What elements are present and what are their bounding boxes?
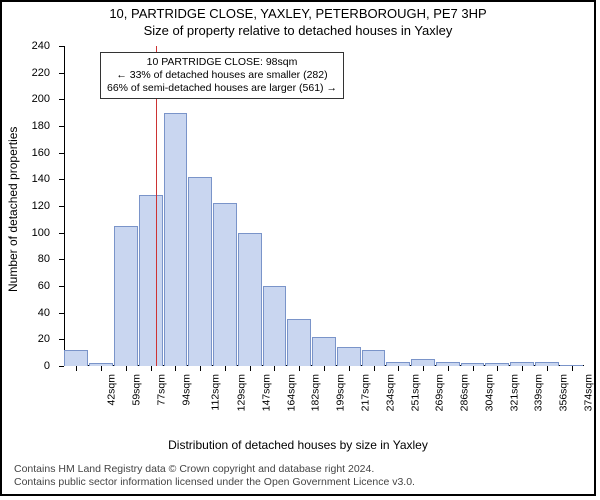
x-tick (225, 366, 226, 371)
x-tick-label: 217sqm (359, 374, 371, 411)
histogram-bar (164, 113, 188, 366)
annotation-line2: ← 33% of detached houses are smaller (28… (107, 69, 337, 82)
y-tick-label: 180 (32, 120, 50, 132)
x-tick-label: 286sqm (458, 374, 470, 411)
x-tick-label: 94sqm (180, 374, 192, 406)
x-tick (349, 366, 350, 371)
y-tick (59, 126, 64, 127)
chart-title-sub: Size of property relative to detached ho… (2, 23, 594, 38)
y-axis-line (64, 46, 65, 366)
y-tick (59, 366, 64, 367)
attribution-line1: Contains HM Land Registry data © Crown c… (14, 463, 415, 477)
attribution-text: Contains HM Land Registry data © Crown c… (14, 463, 415, 490)
histogram-bar (337, 347, 361, 366)
y-tick (59, 339, 64, 340)
y-axis-label: Number of detached properties (6, 127, 20, 292)
annotation-line3: 66% of semi-detached houses are larger (… (107, 82, 337, 95)
x-tick-label: 269sqm (434, 374, 446, 411)
x-tick-label: 234sqm (384, 374, 396, 411)
y-tick (59, 73, 64, 74)
x-tick (398, 366, 399, 371)
chart-container: 10, PARTRIDGE CLOSE, YAXLEY, PETERBOROUG… (0, 0, 596, 496)
y-tick-label: 40 (38, 307, 50, 319)
y-tick-label: 200 (32, 93, 50, 105)
x-tick (126, 366, 127, 371)
histogram-bar (238, 233, 262, 366)
x-tick-label: 356sqm (557, 374, 569, 411)
x-tick (374, 366, 375, 371)
y-tick-label: 160 (32, 147, 50, 159)
x-tick (175, 366, 176, 371)
y-tick-label: 60 (38, 280, 50, 292)
x-tick-label: 42sqm (106, 374, 118, 406)
attribution-line2: Contains public sector information licen… (14, 476, 415, 490)
y-tick-label: 220 (32, 67, 50, 79)
x-tick-label: 164sqm (285, 374, 297, 411)
x-tick (274, 366, 275, 371)
x-tick (200, 366, 201, 371)
y-tick-label: 240 (32, 40, 50, 52)
x-tick (473, 366, 474, 371)
histogram-bar (411, 359, 435, 366)
y-tick-label: 120 (32, 200, 50, 212)
x-tick-label: 147sqm (260, 374, 272, 411)
histogram-bar (213, 203, 237, 366)
histogram-bar (312, 337, 336, 366)
histogram-bar (64, 350, 88, 366)
y-tick-label: 20 (38, 333, 50, 345)
y-tick (59, 286, 64, 287)
x-axis-label: Distribution of detached houses by size … (2, 438, 594, 452)
x-tick (76, 366, 77, 371)
y-tick-label: 80 (38, 253, 50, 265)
x-tick-label: 112sqm (210, 374, 222, 411)
x-tick (324, 366, 325, 371)
histogram-bar (362, 350, 386, 366)
y-tick-label: 100 (32, 227, 50, 239)
x-tick-label: 129sqm (236, 374, 248, 411)
x-tick (572, 366, 573, 371)
histogram-bar (114, 226, 138, 366)
y-tick (59, 259, 64, 260)
x-tick (250, 366, 251, 371)
x-tick (151, 366, 152, 371)
x-tick-label: 251sqm (409, 374, 421, 411)
y-tick (59, 179, 64, 180)
histogram-bar (263, 286, 287, 366)
x-tick (522, 366, 523, 371)
x-tick (448, 366, 449, 371)
y-tick-label: 0 (44, 360, 50, 372)
x-tick (547, 366, 548, 371)
y-tick (59, 153, 64, 154)
y-tick-label: 140 (32, 173, 50, 185)
y-tick (59, 99, 64, 100)
chart-title-main: 10, PARTRIDGE CLOSE, YAXLEY, PETERBOROUG… (2, 6, 594, 21)
histogram-bar (188, 177, 212, 366)
x-tick-label: 77sqm (155, 374, 167, 406)
x-tick-label: 339sqm (533, 374, 545, 411)
y-tick (59, 46, 64, 47)
histogram-bar (139, 195, 163, 366)
histogram-bar (287, 319, 311, 366)
y-tick (59, 233, 64, 234)
plot-area: 10 PARTRIDGE CLOSE: 98sqm← 33% of detach… (64, 46, 584, 366)
x-tick-label: 321sqm (508, 374, 520, 411)
y-tick (59, 313, 64, 314)
x-tick (299, 366, 300, 371)
x-tick-label: 199sqm (335, 374, 347, 411)
x-tick-label: 304sqm (483, 374, 495, 411)
x-tick (497, 366, 498, 371)
x-tick (423, 366, 424, 371)
y-tick (59, 206, 64, 207)
x-tick-label: 182sqm (310, 374, 322, 411)
x-tick-label: 374sqm (582, 374, 594, 411)
annotation-box: 10 PARTRIDGE CLOSE: 98sqm← 33% of detach… (100, 52, 344, 99)
annotation-line1: 10 PARTRIDGE CLOSE: 98sqm (107, 56, 337, 69)
x-tick (101, 366, 102, 371)
x-tick-label: 59sqm (131, 374, 143, 406)
